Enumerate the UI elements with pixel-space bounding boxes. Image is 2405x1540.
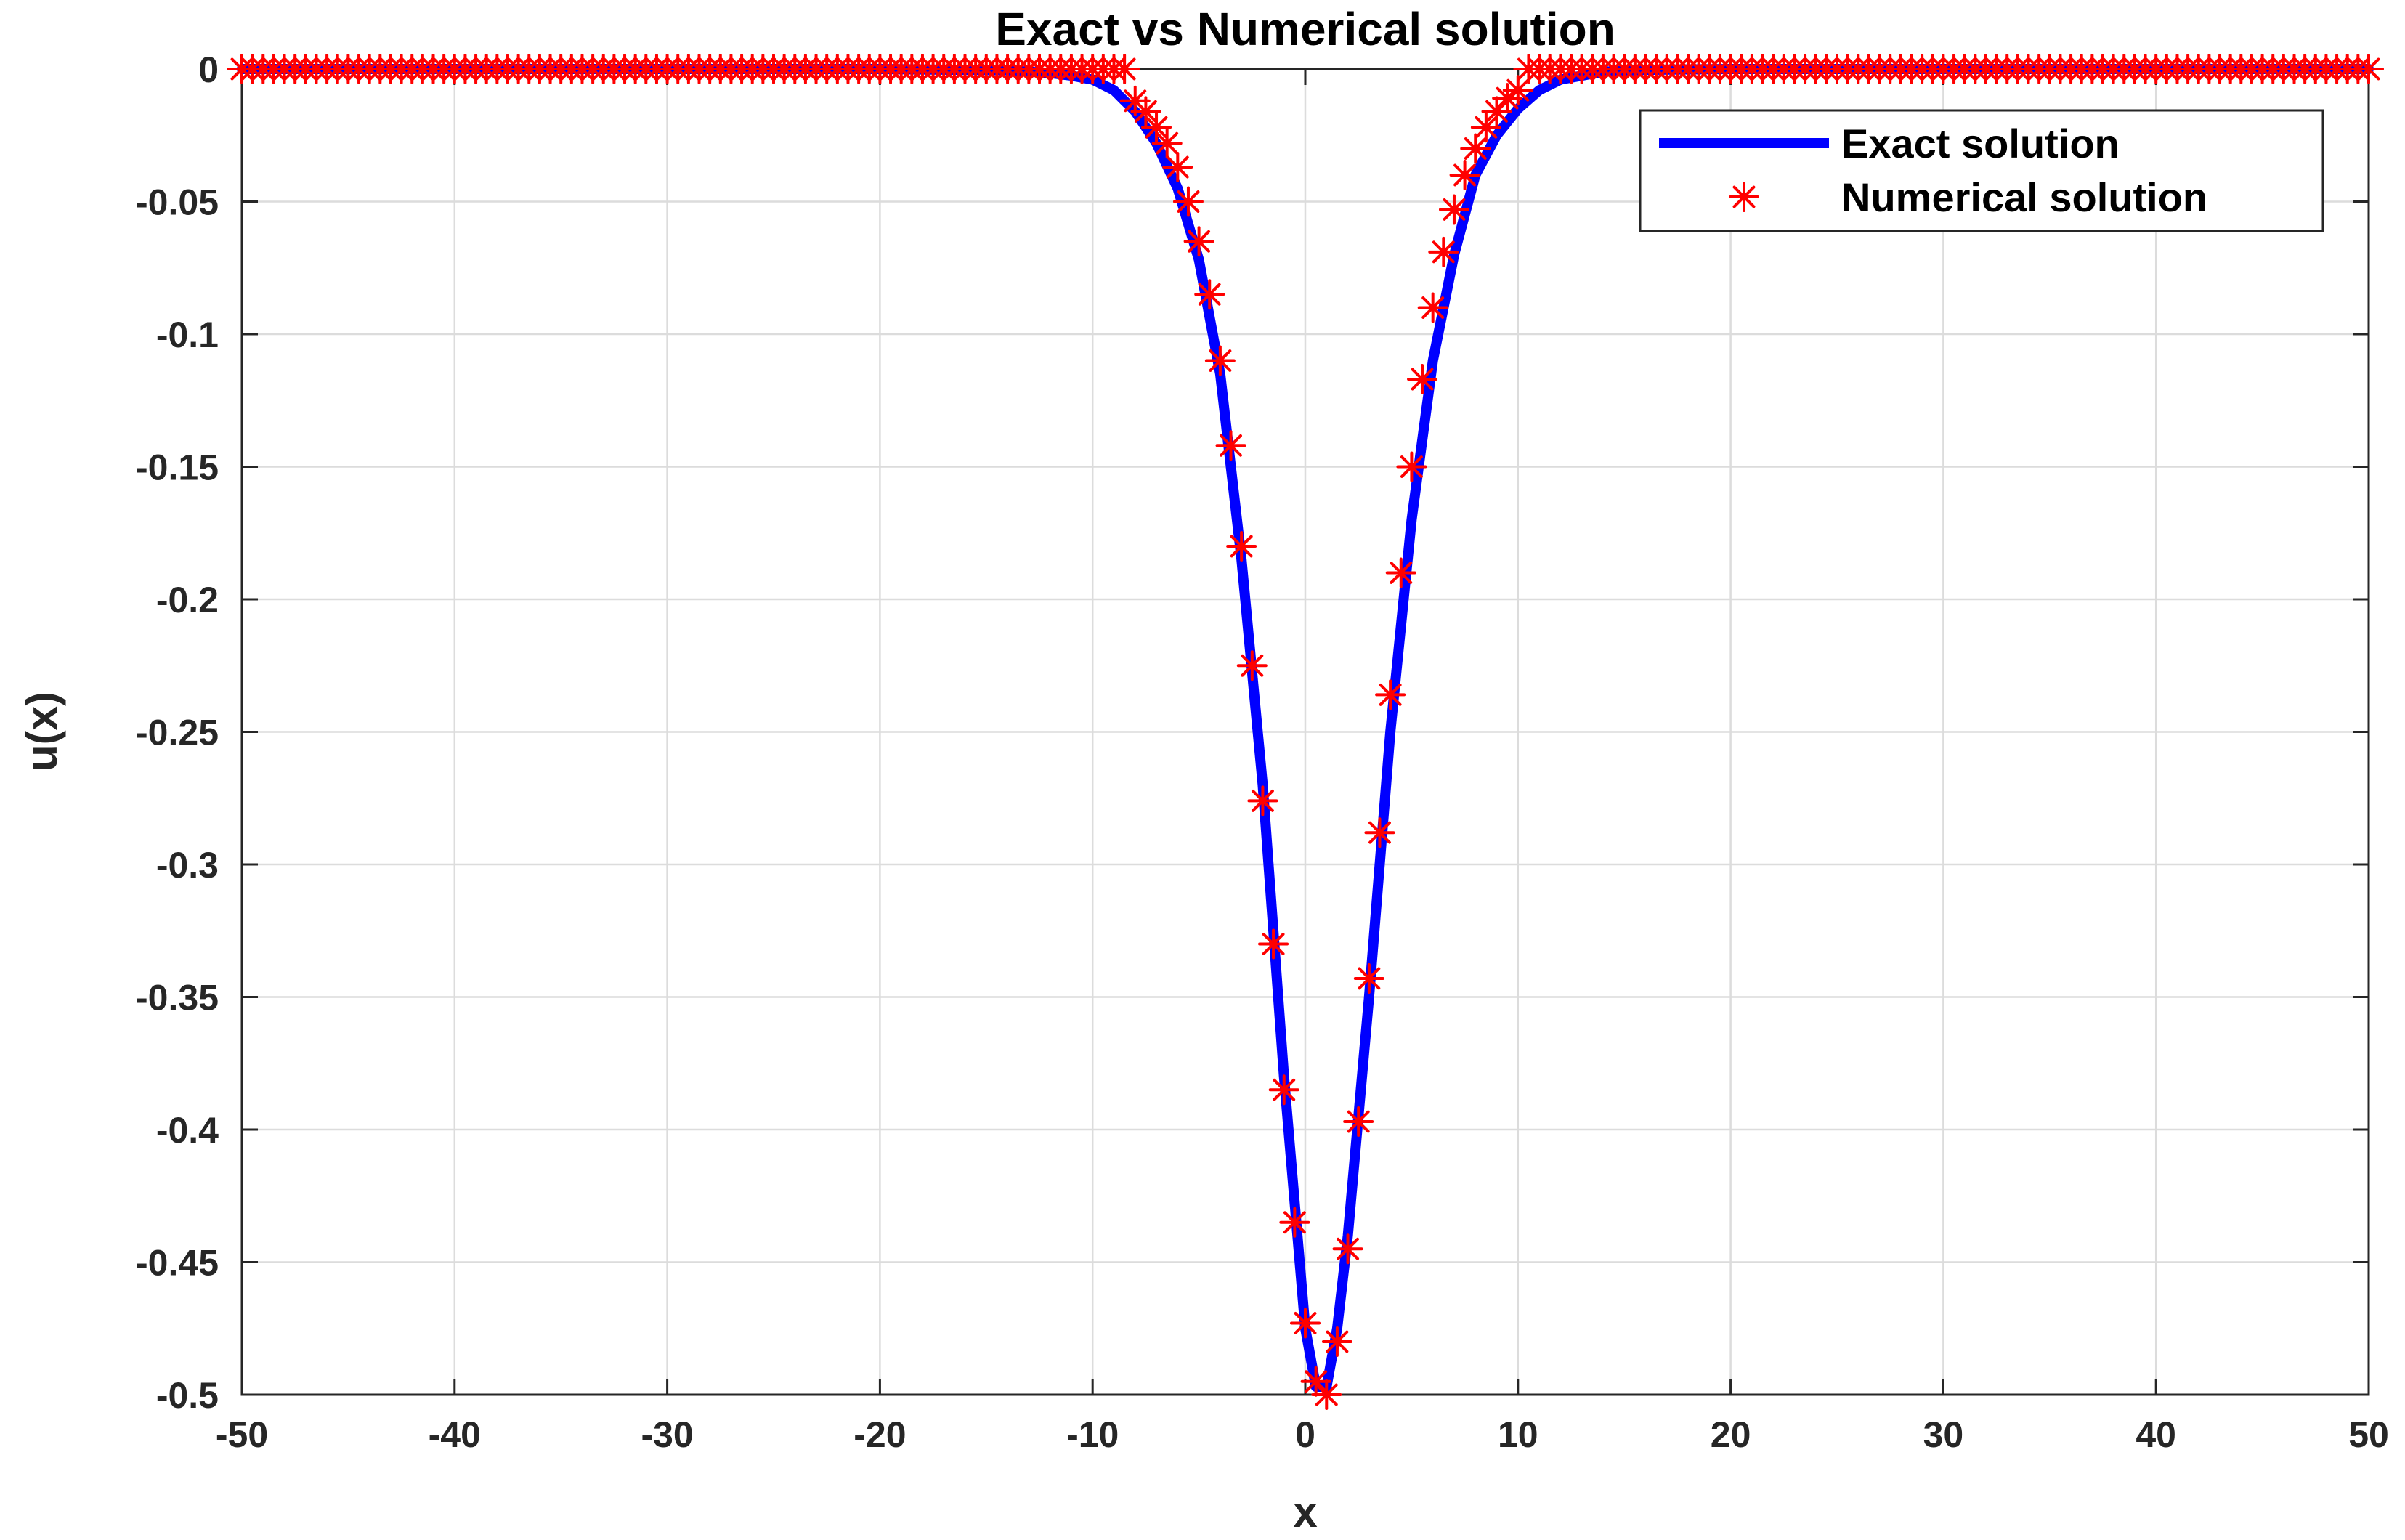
y-tick-label: -0.05: [136, 182, 219, 223]
legend: Exact solution Numerical solution: [1639, 109, 2324, 232]
legend-box: [1639, 109, 2324, 232]
data-point-numerical: [1343, 1106, 1374, 1138]
data-point-numerical: [1204, 345, 1236, 376]
x-tick-label: 40: [2136, 1414, 2176, 1455]
data-point-numerical: [1279, 1207, 1310, 1238]
x-tick-label: -30: [641, 1414, 693, 1455]
data-point-numerical: [1353, 962, 1384, 994]
data-point-numerical: [1407, 364, 1438, 395]
x-tick-label: 50: [2348, 1414, 2389, 1455]
data-point-numerical: [1130, 96, 1161, 127]
data-point-numerical: [1194, 279, 1225, 310]
data-point-numerical: [1417, 292, 1448, 323]
x-tick-label: -20: [853, 1414, 906, 1455]
data-point-numerical: [1428, 236, 1459, 267]
legend-label-exact: Exact solution: [1841, 121, 2120, 166]
legend-marker-asterisk: [1729, 182, 1759, 212]
data-point-numerical: [1481, 96, 1512, 127]
y-tick-label: -0.2: [156, 580, 219, 620]
y-tick-label: -0.45: [136, 1243, 219, 1284]
data-point-numerical: [1470, 112, 1501, 143]
data-point-numerical: [1183, 226, 1214, 257]
data-point-numerical: [1236, 650, 1268, 681]
data-point-numerical: [1258, 928, 1289, 960]
data-point-numerical-tail: [2353, 54, 2384, 84]
y-tick-label: -0.15: [136, 447, 219, 488]
data-point-numerical: [1215, 430, 1246, 461]
x-tick-label: -50: [216, 1414, 268, 1455]
data-point-numerical: [1364, 817, 1395, 848]
data-point-numerical: [1247, 785, 1278, 816]
x-axis-label: x: [1293, 1488, 1317, 1536]
chart-title: Exact vs Numerical solution: [995, 3, 1615, 55]
y-tick-label: -0.5: [156, 1375, 219, 1416]
x-tick-label: -10: [1066, 1414, 1119, 1455]
data-point-numerical: [1311, 1379, 1342, 1410]
data-point-numerical: [1290, 1308, 1321, 1339]
series-layer: [227, 54, 2384, 1410]
data-point-numerical: [1321, 1326, 1352, 1357]
y-tick-label: -0.3: [156, 845, 219, 885]
data-point-numerical: [1396, 451, 1427, 482]
x-tick-label: 30: [1923, 1414, 1964, 1455]
x-tick-label: 20: [1711, 1414, 1751, 1455]
data-point-numerical: [1460, 133, 1491, 164]
data-point-numerical: [1449, 160, 1480, 190]
y-tick-label: -0.1: [156, 315, 219, 355]
x-tick-label: 0: [1295, 1414, 1315, 1455]
x-tick-label: -40: [429, 1414, 481, 1455]
legend-swatch-numerical: [1729, 182, 1759, 212]
data-point-numerical: [1502, 75, 1533, 106]
data-point-numerical: [1268, 1074, 1299, 1106]
y-tick-label: 0: [198, 49, 219, 90]
y-axis-label: u(x): [17, 692, 66, 771]
data-point-numerical: [1226, 531, 1257, 562]
data-point-numerical: [1438, 194, 1469, 225]
data-point-numerical: [1151, 128, 1183, 159]
x-tick-label: 10: [1498, 1414, 1538, 1455]
y-tick-label: -0.4: [156, 1110, 219, 1151]
data-point-numerical-tail: [1109, 54, 1140, 84]
y-tick-label: -0.25: [136, 713, 219, 753]
legend-label-numerical: Numerical solution: [1841, 174, 2207, 220]
data-point-numerical: [1172, 186, 1204, 217]
data-point-numerical: [1162, 152, 1193, 183]
y-tick-label: -0.35: [136, 978, 219, 1018]
data-point-numerical: [1141, 112, 1172, 143]
data-point-numerical: [1375, 679, 1406, 710]
data-point-numerical: [1332, 1233, 1363, 1265]
data-point-numerical: [1385, 557, 1416, 588]
axis-ticks: -50 -40 -30 -20 -10 0 10 20 30 40 50 0 -0.05 -0.1 -0.1…: [136, 49, 2389, 1455]
